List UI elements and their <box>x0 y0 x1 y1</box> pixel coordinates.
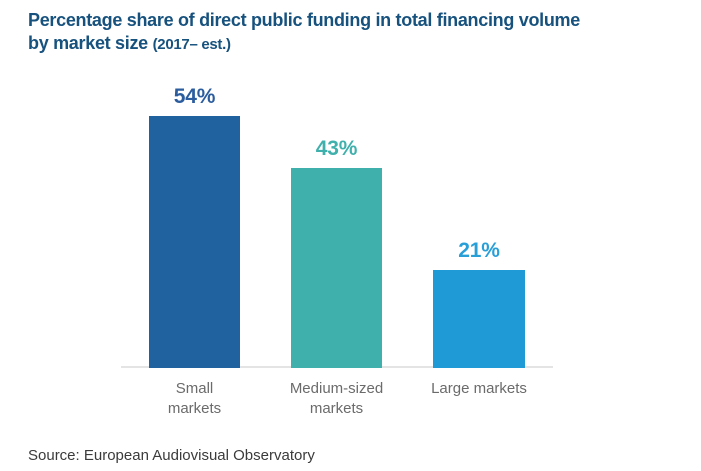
chart-title-year-note: (2017– est.) <box>152 36 231 53</box>
bar-small-markets <box>149 116 240 368</box>
bar-large-markets <box>433 270 525 368</box>
bar-group-medium-markets: 43% Medium-sized markets <box>290 85 383 417</box>
bar-medium-markets <box>291 168 382 368</box>
category-label-large-markets: Large markets <box>431 380 527 397</box>
chart-title-line1: Percentage share of direct public fundin… <box>28 10 580 30</box>
category-label-small-markets: Small markets <box>167 380 222 417</box>
chart-title-line2: by market size <box>28 33 148 53</box>
chart-title: Percentage share of direct public fundin… <box>28 9 628 56</box>
value-label-small-markets: 54% <box>173 85 216 108</box>
category-label-medium-markets: Medium-sized markets <box>289 380 384 417</box>
bar-group-large-markets: 21% Large markets <box>431 85 527 397</box>
value-label-medium-markets: 43% <box>315 137 358 160</box>
value-label-large-markets: 21% <box>458 239 500 262</box>
source-note: Source: European Audiovisual Observatory <box>28 447 315 464</box>
bar-group-small-markets: 54% Small markets <box>149 85 240 417</box>
